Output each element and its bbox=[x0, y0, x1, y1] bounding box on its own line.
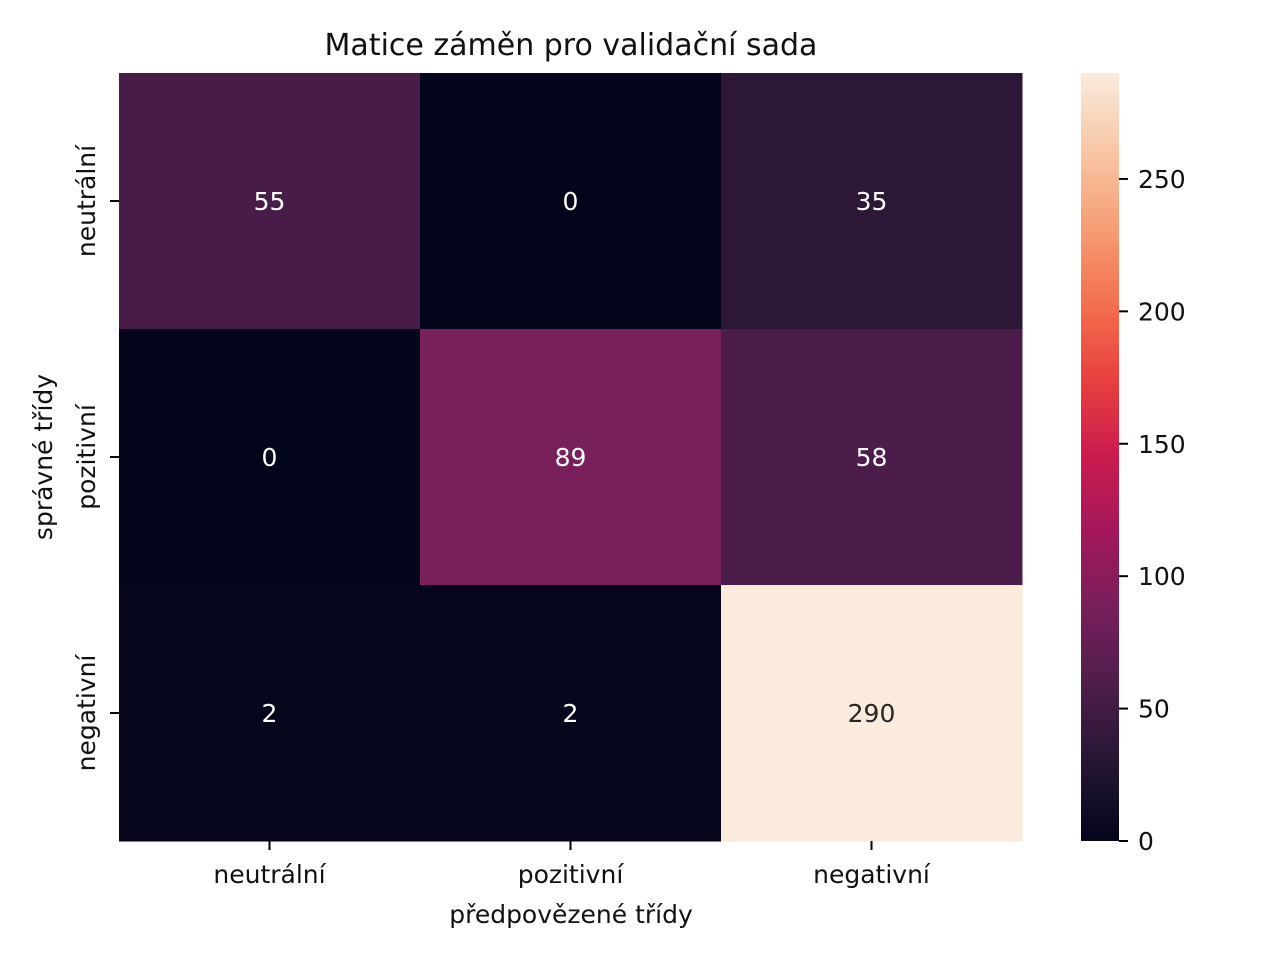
x-tick-label: pozitivní bbox=[518, 860, 625, 889]
cell-value-label: 290 bbox=[848, 699, 896, 728]
colorbar-ticks: 0 50 100 150 200 250 bbox=[1119, 165, 1186, 856]
x-tick-label: neutrální bbox=[213, 860, 326, 889]
y-tick-label: negativní bbox=[72, 654, 101, 772]
y-tick-label: neutrální bbox=[72, 144, 101, 257]
heatmap-cells bbox=[119, 73, 1023, 842]
cell-value-label: 58 bbox=[856, 443, 888, 472]
cell-value-label: 55 bbox=[254, 187, 286, 216]
y-axis: neutrální pozitivní negativní bbox=[72, 144, 119, 772]
heatmap-cell bbox=[721, 585, 1023, 842]
colorbar bbox=[1081, 73, 1119, 841]
y-axis-label: správné třídy bbox=[29, 374, 58, 540]
heatmap-cell bbox=[721, 329, 1023, 586]
x-tick-label: negativní bbox=[813, 860, 931, 889]
colorbar-tick-label: 250 bbox=[1138, 165, 1186, 194]
cell-value-label: 2 bbox=[262, 699, 278, 728]
colorbar-tick-label: 0 bbox=[1138, 827, 1154, 856]
cell-value-label: 0 bbox=[262, 443, 278, 472]
heatmap-cell bbox=[420, 73, 722, 330]
y-tick-label: pozitivní bbox=[72, 403, 101, 510]
heatmap-cell bbox=[119, 329, 421, 586]
heatmap-cell bbox=[119, 585, 421, 842]
heatmap-cell bbox=[420, 585, 722, 842]
colorbar-tick-label: 150 bbox=[1138, 430, 1186, 459]
heatmap-cell bbox=[119, 73, 421, 330]
colorbar-tick-label: 100 bbox=[1138, 562, 1186, 591]
x-axis: neutrální pozitivní negativní bbox=[213, 841, 931, 889]
cell-value-label: 89 bbox=[555, 443, 587, 472]
cell-value-label: 2 bbox=[563, 699, 579, 728]
heatmap-cell bbox=[420, 329, 722, 586]
cell-value-label: 35 bbox=[856, 187, 888, 216]
chart-title: Matice záměn pro validační sada bbox=[325, 28, 818, 63]
cell-annotations: 55 0 35 0 89 58 2 2 290 bbox=[254, 187, 896, 728]
colorbar-tick-label: 200 bbox=[1138, 297, 1186, 326]
colorbar-tick-label: 50 bbox=[1138, 695, 1170, 724]
cell-value-label: 0 bbox=[563, 187, 579, 216]
heatmap-cell bbox=[721, 73, 1023, 330]
x-axis-label: předpovězené třídy bbox=[449, 900, 693, 929]
